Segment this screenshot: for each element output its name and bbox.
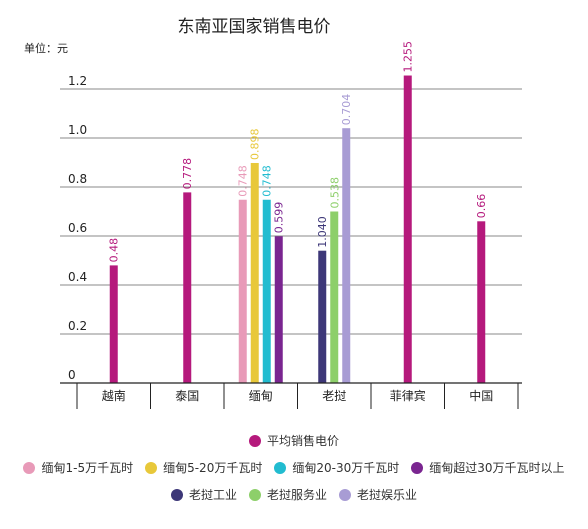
- bar: [330, 211, 339, 383]
- x-tick-label: 菲律宾: [390, 388, 426, 403]
- legend-swatch: [248, 434, 261, 447]
- bar: [477, 221, 486, 383]
- legend-label: 缅甸超过30万千瓦时以上: [429, 461, 565, 475]
- y-tick-label: 0.2: [68, 319, 87, 333]
- bar: [274, 236, 283, 383]
- legend-item: 缅甸20-30万千瓦时: [274, 459, 399, 476]
- x-tick-label: 老挝: [322, 389, 346, 403]
- legend-item: 平均销售电价: [248, 432, 339, 449]
- grid: [60, 88, 522, 335]
- bar-value-label: 0.748: [261, 165, 274, 197]
- legend-label: 老挝工业: [188, 488, 237, 502]
- legend-item: 缅甸1-5万千瓦时: [23, 459, 133, 476]
- bar: [342, 128, 351, 383]
- legend-label: 平均销售电价: [266, 434, 339, 448]
- x-tick-label: 泰国: [175, 389, 199, 403]
- legend-label: 老挝娱乐业: [357, 488, 418, 502]
- bar-value-label: 1.255: [402, 41, 415, 73]
- bar: [250, 162, 259, 383]
- bar-value-label: 0.66: [475, 194, 488, 219]
- legend-item: 老挝工业: [170, 486, 237, 503]
- y-tick-label: 0.4: [68, 270, 87, 284]
- x-tick-label: 越南: [102, 388, 126, 403]
- legend-item: 老挝娱乐业: [339, 486, 417, 503]
- bar-value-label: 0.599: [273, 202, 286, 234]
- chart-title: 东南亚国家销售电价: [178, 17, 331, 37]
- legend-label: 缅甸1-5万千瓦时: [41, 461, 134, 475]
- legend-item: 缅甸5-20万千瓦时: [145, 459, 262, 476]
- y-tick-label: 0.6: [68, 221, 87, 235]
- legend-label: 缅甸20-30万千瓦时: [292, 461, 400, 475]
- y-tick-label: 1.0: [68, 123, 87, 137]
- bar: [238, 199, 247, 383]
- bar-value-label: 0.48: [108, 238, 121, 263]
- unit-label: 单位：元: [24, 41, 68, 55]
- legend-swatch: [145, 461, 158, 474]
- legend-swatch: [170, 488, 183, 501]
- legend-swatch: [339, 488, 351, 501]
- legend-label: 缅甸5-20万千瓦时: [163, 461, 263, 475]
- bar-value-label: 0.704: [340, 94, 353, 126]
- y-tick-label: 0: [68, 368, 76, 382]
- bars: 0.48 0.778 0.748 0.898 0.748 0.599 1.040 0.538 0…: [108, 41, 488, 384]
- legend-swatch: [274, 461, 287, 474]
- y-axis: 0 0.2 0.4 0.6 0.8 1.0 1.2: [68, 74, 87, 382]
- x-tick-label: 缅甸: [249, 389, 273, 403]
- legend-swatch: [248, 488, 261, 501]
- bar-value-label: 0.898: [249, 128, 262, 160]
- bar: [109, 265, 118, 383]
- x-tick-label: 中国: [469, 388, 493, 403]
- bar: [262, 199, 271, 383]
- legend-swatch: [411, 461, 424, 474]
- legend-item: 缅甸超过30万千瓦时以上: [411, 459, 565, 476]
- legend-item: 老挝服务业: [248, 486, 327, 503]
- bar: [318, 250, 327, 383]
- legend-row: 平均销售电价: [0, 432, 588, 449]
- bar: [183, 192, 192, 383]
- y-tick-label: 0.8: [68, 172, 87, 186]
- bar-value-label: 0.778: [181, 158, 194, 190]
- legend-label: 老挝服务业: [266, 488, 327, 502]
- legend-row: 老挝工业 老挝服务业 老挝娱乐业: [0, 486, 588, 503]
- x-axis: 越南 泰国 缅甸 老挝 菲律宾 中国: [60, 382, 522, 409]
- y-tick-label: 1.2: [68, 74, 87, 88]
- bar-value-label: 0.748: [237, 165, 250, 197]
- bar-value-label: 0.538: [328, 177, 341, 209]
- bar: [403, 75, 412, 384]
- legend-row: 缅甸1-5万千瓦时 缅甸5-20万千瓦时 缅甸20-30万千瓦时 缅甸超过30万千瓦时…: [0, 459, 588, 476]
- legend-swatch: [23, 461, 36, 474]
- bar-value-label: 1.040: [316, 216, 329, 248]
